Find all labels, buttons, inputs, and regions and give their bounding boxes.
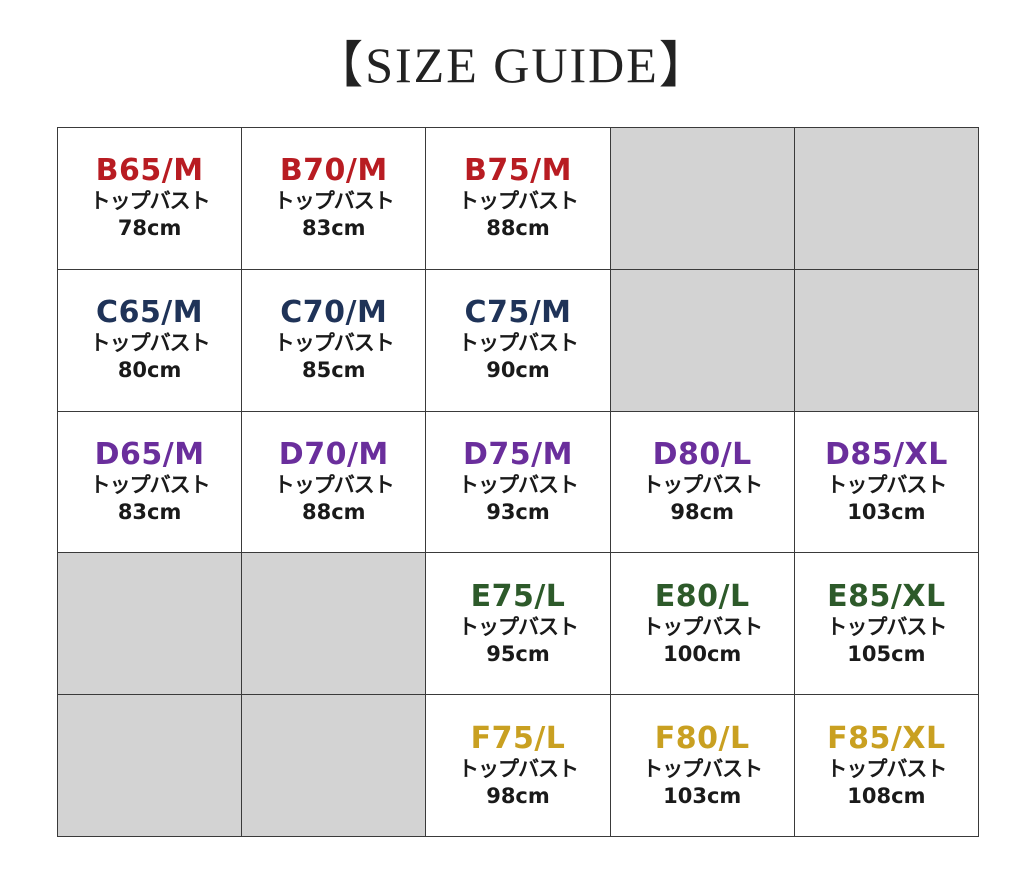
top-bust-label: トップバスト [457, 472, 579, 497]
top-bust-label: トップバスト [642, 756, 763, 781]
top-bust-value: 100cm [663, 641, 742, 666]
size-code: B70/M [279, 153, 388, 189]
top-bust-label: トップバスト [273, 472, 395, 497]
empty-cell [794, 269, 979, 412]
size-cell: E75/L トップバスト 95cm [426, 553, 611, 696]
top-bust-label: トップバスト [89, 189, 211, 214]
size-code: C70/M [280, 295, 388, 331]
size-cell: D85/XL トップバスト 103cm [794, 411, 979, 554]
size-code: E75/L [470, 578, 566, 614]
size-code: D75/M [463, 436, 573, 472]
top-bust-label: トップバスト [89, 331, 211, 356]
size-cell: F75/L トップバスト 98cm [426, 695, 611, 837]
size-cell: F80/L トップバスト 103cm [610, 695, 795, 837]
top-bust-value: 85cm [302, 358, 366, 383]
empty-cell [58, 695, 243, 837]
top-bust-value: 98cm [486, 783, 550, 808]
empty-cell [58, 553, 243, 696]
empty-cell [610, 128, 795, 270]
top-bust-value: 88cm [302, 499, 366, 524]
size-code: F80/L [654, 720, 750, 756]
size-cell: F85/XL トップバスト 108cm [794, 695, 979, 837]
size-cell: B75/M トップバスト 88cm [426, 128, 611, 270]
top-bust-label: トップバスト [457, 614, 579, 639]
top-bust-label: トップバスト [457, 756, 579, 781]
size-code: D80/L [652, 436, 752, 472]
top-bust-value: 78cm [117, 216, 182, 241]
top-bust-label: トップバスト [826, 614, 947, 639]
size-code: D65/M [94, 436, 205, 472]
top-bust-label: トップバスト [826, 472, 947, 497]
size-cell: D80/L トップバスト 98cm [610, 411, 795, 554]
size-code: E85/XL [827, 578, 946, 614]
top-bust-label: トップバスト [642, 472, 763, 497]
empty-cell [794, 128, 979, 270]
size-cell: E85/XL トップバスト 105cm [794, 553, 979, 696]
size-code: C65/M [96, 295, 204, 331]
size-cell: C70/M トップバスト 85cm [242, 269, 427, 412]
size-cell: D65/M トップバスト 83cm [58, 411, 243, 554]
size-code: E80/L [654, 578, 750, 614]
top-bust-value: 93cm [486, 499, 550, 524]
size-code: B65/M [95, 153, 204, 189]
empty-cell [610, 269, 795, 412]
page-title: 【SIZE GUIDE】 [313, 37, 711, 93]
size-cell: B65/M トップバスト 78cm [58, 128, 243, 270]
size-guide-table: B65/M トップバスト 78cm B70/M トップバスト 83cm B75/M トップバス… [57, 127, 979, 837]
size-code: D85/XL [824, 436, 948, 472]
top-bust-value: 83cm [117, 499, 182, 524]
size-code: F75/L [470, 720, 566, 756]
size-cell: E80/L トップバスト 100cm [610, 553, 795, 696]
top-bust-value: 83cm [302, 216, 366, 241]
size-code: B75/M [464, 153, 572, 189]
top-bust-value: 103cm [847, 499, 926, 524]
size-cell: D70/M トップバスト 88cm [242, 411, 427, 554]
top-bust-value: 88cm [486, 216, 550, 241]
empty-cell [242, 553, 427, 696]
top-bust-label: トップバスト [273, 331, 395, 356]
top-bust-value: 90cm [486, 358, 550, 383]
size-cell: C75/M トップバスト 90cm [426, 269, 611, 412]
size-cell: C65/M トップバスト 80cm [58, 269, 243, 412]
empty-cell [242, 695, 427, 837]
top-bust-value: 105cm [847, 641, 926, 666]
top-bust-label: トップバスト [89, 472, 211, 497]
size-code: D70/M [278, 436, 389, 472]
top-bust-value: 108cm [847, 783, 926, 808]
size-cell: D75/M トップバスト 93cm [426, 411, 611, 554]
top-bust-label: トップバスト [273, 189, 395, 214]
top-bust-value: 103cm [663, 783, 742, 808]
top-bust-label: トップバスト [457, 331, 579, 356]
size-code: F85/XL [827, 720, 946, 756]
top-bust-label: トップバスト [642, 614, 763, 639]
top-bust-label: トップバスト [826, 756, 947, 781]
top-bust-label: トップバスト [457, 189, 579, 214]
top-bust-value: 80cm [117, 358, 182, 383]
top-bust-value: 98cm [670, 499, 734, 524]
size-code: C75/M [464, 295, 572, 331]
size-cell: B70/M トップバスト 83cm [242, 128, 427, 270]
top-bust-value: 95cm [486, 641, 550, 666]
